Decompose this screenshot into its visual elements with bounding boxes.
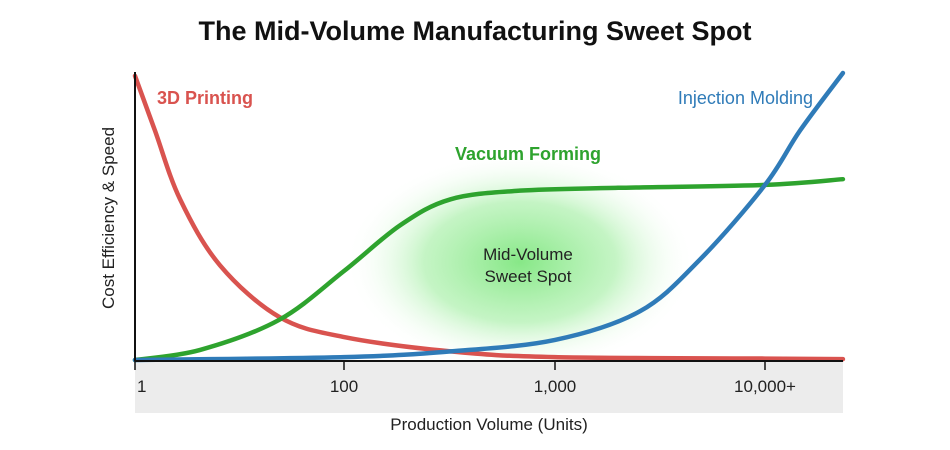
- series-label-injection-molding: Injection Molding: [678, 88, 813, 108]
- series-line-vacuum-forming: [132, 176, 846, 363]
- x-ticks: 1 100 1,000 10,000+: [134, 361, 796, 396]
- chart-title: The Mid-Volume Manufacturing Sweet Spot: [198, 16, 751, 46]
- y-axis-label: Cost Efficiency & Speed: [99, 127, 118, 309]
- series-line-injection-molding: [132, 70, 846, 363]
- x-tick-label: 1: [137, 377, 146, 396]
- sweet-spot-label-line1: Mid-Volume: [483, 245, 573, 264]
- series-label-3d-printing: 3D Printing: [157, 88, 253, 108]
- sweet-spot-label-line2: Sweet Spot: [485, 267, 572, 286]
- x-tick-label: 10,000+: [734, 377, 796, 396]
- series-layer: [132, 70, 846, 363]
- series-label-vacuum-forming: Vacuum Forming: [455, 144, 601, 164]
- series-line-3d-printing: [132, 73, 846, 362]
- x-axis-label: Production Volume (Units): [390, 415, 587, 434]
- x-tick-label: 100: [330, 377, 358, 396]
- x-tick-label: 1,000: [534, 377, 577, 396]
